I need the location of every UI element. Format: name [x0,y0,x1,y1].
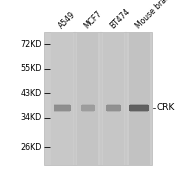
Text: 55KD: 55KD [20,64,41,73]
Bar [103,32,124,165]
Text: 72KD: 72KD [20,40,41,49]
Text: CRK: CRK [157,103,175,112]
Bar [129,32,150,165]
Bar [44,32,152,165]
Bar [130,104,148,106]
Bar [107,104,120,106]
Bar [82,104,94,106]
Text: Mouse brain: Mouse brain [134,0,173,31]
Text: BT474: BT474 [108,7,132,31]
Bar [129,105,149,111]
Bar [54,105,71,111]
Bar [106,105,121,111]
Text: 26KD: 26KD [20,143,41,152]
Bar [82,111,94,112]
Text: A549: A549 [57,10,77,31]
Bar [54,104,70,106]
Bar [81,105,95,111]
Bar [130,111,148,112]
Text: MCF7: MCF7 [82,9,104,31]
Bar [51,32,73,165]
Text: 43KD: 43KD [20,89,41,98]
Bar [107,111,120,112]
Bar [77,32,98,165]
Text: 34KD: 34KD [20,113,41,122]
Bar [54,111,70,112]
